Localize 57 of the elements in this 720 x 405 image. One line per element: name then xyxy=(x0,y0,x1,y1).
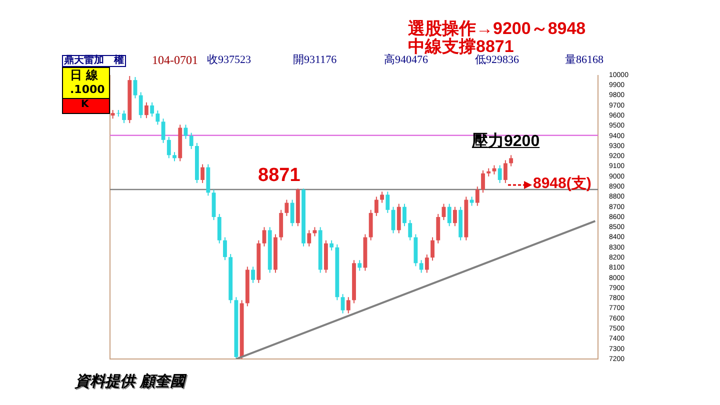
candlestick xyxy=(503,160,508,184)
candlestick xyxy=(340,294,345,314)
annotation: 8948(支) xyxy=(533,175,592,192)
annotation: 8871 xyxy=(258,164,300,186)
candlestick xyxy=(284,199,289,216)
candlestick xyxy=(184,124,188,140)
candlestick xyxy=(470,196,474,206)
candlestick xyxy=(481,170,485,194)
candlestick xyxy=(419,260,424,274)
candlestick xyxy=(116,109,120,118)
candlestick xyxy=(402,203,406,227)
text: 高940476 xyxy=(384,54,428,66)
candlestick xyxy=(453,206,457,227)
candlestick xyxy=(374,196,378,216)
candlestick xyxy=(358,260,362,272)
candlestick xyxy=(251,266,255,284)
candlestick xyxy=(475,186,480,206)
text: 開931176 xyxy=(293,54,337,66)
candlestick xyxy=(330,240,334,251)
candlestick xyxy=(408,220,412,241)
candlestick xyxy=(144,102,148,119)
candlestick xyxy=(386,191,390,214)
candlestick xyxy=(509,154,514,167)
candlestick xyxy=(447,203,452,227)
annotation: 壓力9200 xyxy=(472,133,540,150)
candlestick xyxy=(138,92,143,119)
text: 收937523 xyxy=(207,54,251,66)
candlestick xyxy=(498,164,502,184)
candlestick xyxy=(424,254,429,274)
candlestick xyxy=(150,102,154,118)
candlestick xyxy=(396,203,401,234)
chart-subtitle: 中線支撐8871 xyxy=(408,37,514,56)
candlestick xyxy=(189,132,194,150)
text: 日 線 xyxy=(70,68,98,82)
candlestick xyxy=(156,110,160,126)
text: K xyxy=(81,99,89,110)
candlestick xyxy=(217,213,222,244)
candlestick xyxy=(262,226,266,247)
candlestick xyxy=(223,236,227,261)
candlestick xyxy=(436,213,440,244)
candlestick xyxy=(122,110,126,124)
text: 資料提供 顧奎國 xyxy=(75,372,186,390)
candlestick xyxy=(307,230,312,247)
candlestick xyxy=(161,118,166,144)
candlestick xyxy=(290,199,294,227)
candlestick xyxy=(172,152,176,162)
candlestick xyxy=(200,164,205,184)
chart-title: 選股操作→9200～8948 xyxy=(408,19,586,38)
text: 104-0701 xyxy=(152,53,198,67)
text: .1000 xyxy=(70,83,105,96)
text: 量86168 xyxy=(565,54,604,66)
candlestick xyxy=(380,191,384,204)
text: 低929836 xyxy=(475,54,519,66)
candlestick xyxy=(430,236,434,262)
candlestick xyxy=(166,136,171,159)
candlestick xyxy=(346,296,350,314)
candlestick xyxy=(133,76,138,99)
